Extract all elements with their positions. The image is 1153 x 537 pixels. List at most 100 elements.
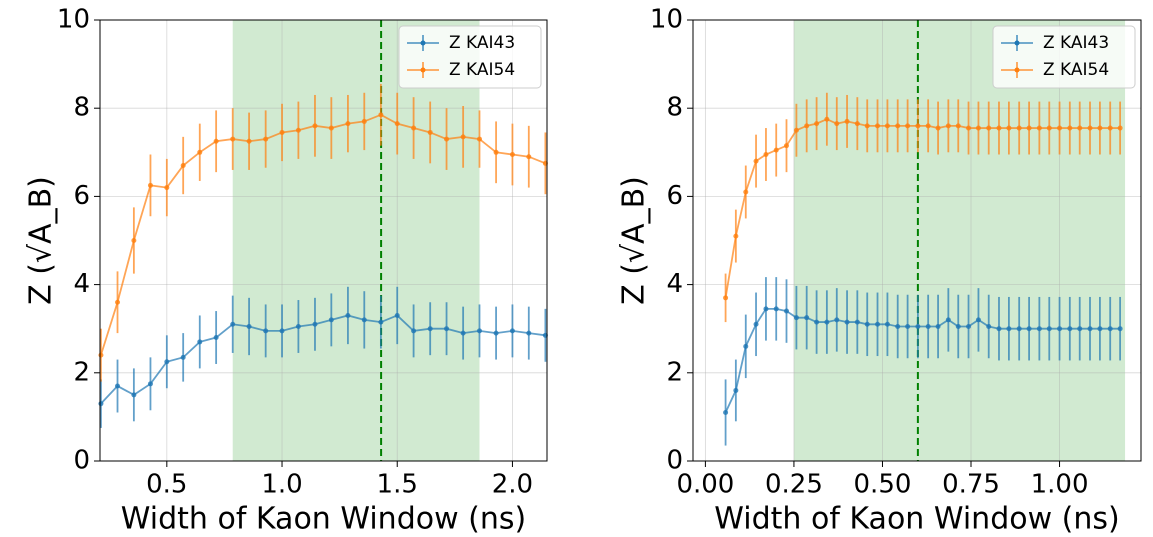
data-point bbox=[394, 121, 400, 127]
data-point bbox=[763, 306, 769, 312]
x-tick-label: 0.50 bbox=[854, 470, 912, 500]
data-point bbox=[915, 123, 921, 129]
data-point bbox=[854, 319, 860, 325]
data-point bbox=[854, 121, 860, 127]
data-point bbox=[793, 127, 799, 133]
data-point bbox=[824, 319, 830, 325]
data-point bbox=[1077, 125, 1083, 131]
data-point bbox=[411, 328, 417, 334]
data-point bbox=[1117, 326, 1123, 332]
data-point bbox=[460, 330, 466, 336]
data-point bbox=[875, 123, 881, 129]
data-point bbox=[164, 185, 170, 191]
data-point bbox=[476, 136, 482, 142]
data-point bbox=[783, 143, 789, 149]
y-tick-label: 2 bbox=[73, 357, 90, 387]
y-tick-label: 4 bbox=[73, 269, 90, 299]
legend-box bbox=[992, 25, 1136, 89]
legend-label: Z KAI54 bbox=[449, 60, 515, 80]
data-point bbox=[526, 154, 532, 160]
data-point bbox=[476, 328, 482, 334]
data-point bbox=[814, 121, 820, 127]
data-point bbox=[905, 323, 911, 329]
data-point bbox=[1097, 326, 1103, 332]
data-point bbox=[378, 112, 384, 118]
plot-frame bbox=[692, 19, 1142, 462]
data-line bbox=[100, 314, 546, 405]
data-point bbox=[493, 330, 499, 336]
y-tick-label: 10 bbox=[650, 5, 683, 35]
data-point bbox=[509, 152, 515, 158]
data-point bbox=[328, 317, 334, 323]
data-point bbox=[895, 123, 901, 129]
x-tick-label: 2.0 bbox=[492, 470, 533, 500]
data-point bbox=[1117, 125, 1123, 131]
legend-label: Z KAI43 bbox=[1043, 33, 1109, 53]
data-point bbox=[804, 315, 810, 321]
data-point bbox=[834, 317, 840, 323]
data-point bbox=[986, 125, 992, 131]
data-point bbox=[1006, 326, 1012, 332]
data-point bbox=[279, 328, 285, 334]
data-point bbox=[875, 321, 881, 327]
data-point bbox=[824, 116, 830, 122]
data-point bbox=[844, 319, 850, 325]
legend: Z KAI43 Z KAI54 bbox=[992, 25, 1136, 89]
data-point bbox=[1057, 125, 1063, 131]
data-point bbox=[1016, 326, 1022, 332]
data-point bbox=[131, 238, 137, 243]
data-point bbox=[115, 383, 121, 389]
data-point bbox=[411, 125, 417, 131]
data-point bbox=[1067, 326, 1073, 332]
plot-frame bbox=[99, 19, 548, 462]
data-point bbox=[1026, 326, 1032, 332]
data-line bbox=[100, 113, 546, 356]
highlight-span bbox=[232, 20, 480, 461]
data-point bbox=[945, 317, 951, 323]
data-point bbox=[733, 233, 739, 239]
y-tick-label: 8 bbox=[666, 93, 683, 123]
x-tick-label: 1.00 bbox=[1031, 470, 1089, 500]
data-point bbox=[733, 387, 739, 393]
y-tick-label: 10 bbox=[57, 5, 90, 35]
data-point bbox=[1046, 326, 1052, 332]
data-point bbox=[263, 136, 269, 142]
data-point bbox=[955, 323, 961, 329]
y-axis-label: Z (√A_B) bbox=[617, 176, 652, 305]
data-point bbox=[1107, 326, 1113, 332]
data-point bbox=[935, 323, 941, 329]
data-point bbox=[180, 354, 186, 360]
data-point bbox=[213, 138, 219, 144]
data-point bbox=[1057, 326, 1063, 332]
data-point bbox=[246, 138, 252, 144]
data-point bbox=[996, 326, 1002, 332]
data-point bbox=[864, 321, 870, 327]
data-point bbox=[1036, 326, 1042, 332]
data-point bbox=[312, 123, 318, 129]
data-point bbox=[975, 317, 981, 323]
data-point bbox=[1097, 125, 1103, 131]
data-point bbox=[1026, 125, 1032, 131]
data-point bbox=[1087, 125, 1093, 131]
y-tick-label: 6 bbox=[666, 181, 683, 211]
data-point bbox=[394, 312, 400, 318]
data-point bbox=[763, 152, 769, 158]
data-point bbox=[783, 308, 789, 314]
data-point bbox=[793, 315, 799, 321]
data-point bbox=[773, 306, 779, 312]
data-point bbox=[753, 158, 759, 164]
data-point bbox=[723, 409, 729, 415]
data-point bbox=[955, 123, 961, 129]
data-point bbox=[378, 319, 384, 325]
data-point bbox=[460, 134, 466, 140]
data-point bbox=[444, 136, 450, 142]
data-point bbox=[753, 321, 759, 327]
x-tick-label: 0.75 bbox=[942, 470, 1000, 500]
data-point bbox=[986, 323, 992, 329]
data-point bbox=[147, 381, 153, 387]
data-point bbox=[361, 118, 367, 124]
y-tick-label: 8 bbox=[73, 93, 90, 123]
data-point bbox=[444, 326, 450, 332]
